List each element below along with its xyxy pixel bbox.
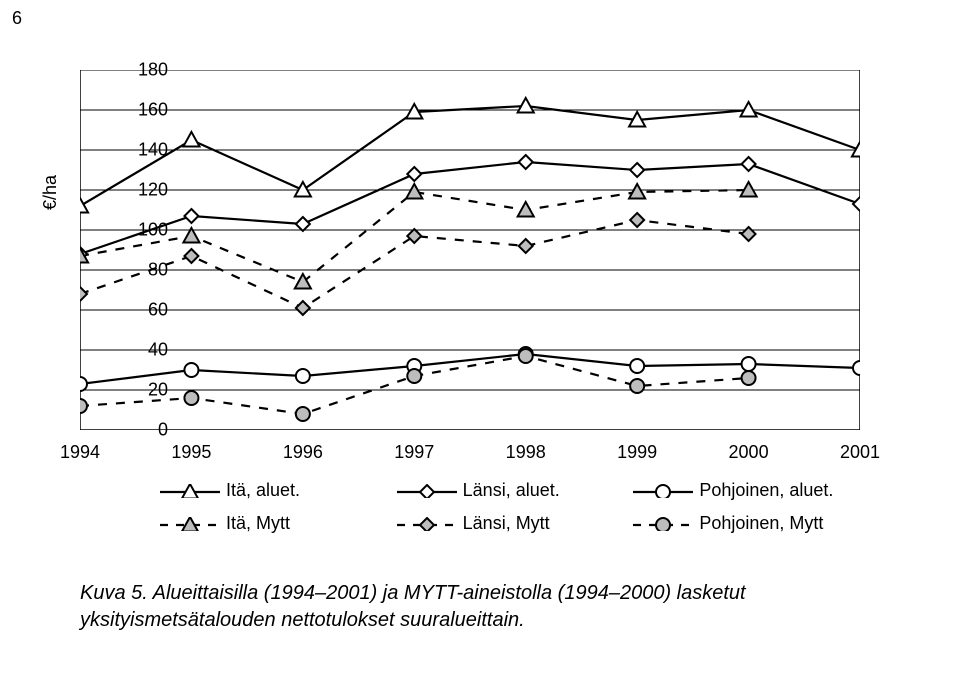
x-tick-label: 1994 [60, 442, 100, 463]
legend-swatch [633, 484, 693, 498]
legend-label: Itä, Mytt [226, 513, 290, 534]
legend-swatch [633, 517, 693, 531]
legend-swatch [397, 484, 457, 498]
legend-label: Pohjoinen, aluet. [699, 480, 833, 501]
legend-item: Pohjoinen, aluet. [633, 480, 860, 501]
chart-svg [80, 70, 860, 430]
legend-label: Länsi, aluet. [463, 480, 560, 501]
legend-label: Pohjoinen, Mytt [699, 513, 823, 534]
legend-swatch [397, 517, 457, 531]
figure-caption: Kuva 5. Alueittaisilla (1994–2001) ja MY… [80, 580, 900, 634]
x-tick-label: 2001 [840, 442, 880, 463]
page-number: 6 [12, 8, 22, 29]
legend-item: Pohjoinen, Mytt [633, 513, 860, 534]
legend: Itä, aluet. Länsi, aluet. Pohjoinen, aluet… [160, 480, 860, 534]
x-tick-label: 1996 [283, 442, 323, 463]
legend-label: Itä, aluet. [226, 480, 300, 501]
x-tick-label: 1995 [171, 442, 211, 463]
caption-label: Kuva 5. [80, 582, 153, 604]
y-axis-label: €/ha [40, 175, 61, 210]
x-tick-label: 1997 [394, 442, 434, 463]
x-tick-label: 1999 [617, 442, 657, 463]
legend-item: Länsi, Mytt [397, 513, 624, 534]
x-tick-label: 2000 [729, 442, 769, 463]
legend-item: Itä, aluet. [160, 480, 387, 501]
x-tick-label: 1998 [506, 442, 546, 463]
legend-label: Länsi, Mytt [463, 513, 550, 534]
legend-swatch [160, 517, 220, 531]
legend-swatch [160, 484, 220, 498]
legend-item: Itä, Mytt [160, 513, 387, 534]
legend-item: Länsi, aluet. [397, 480, 624, 501]
caption-text: Alueittaisilla (1994–2001) ja MYTT-ainei… [80, 582, 746, 631]
line-chart [80, 70, 860, 430]
